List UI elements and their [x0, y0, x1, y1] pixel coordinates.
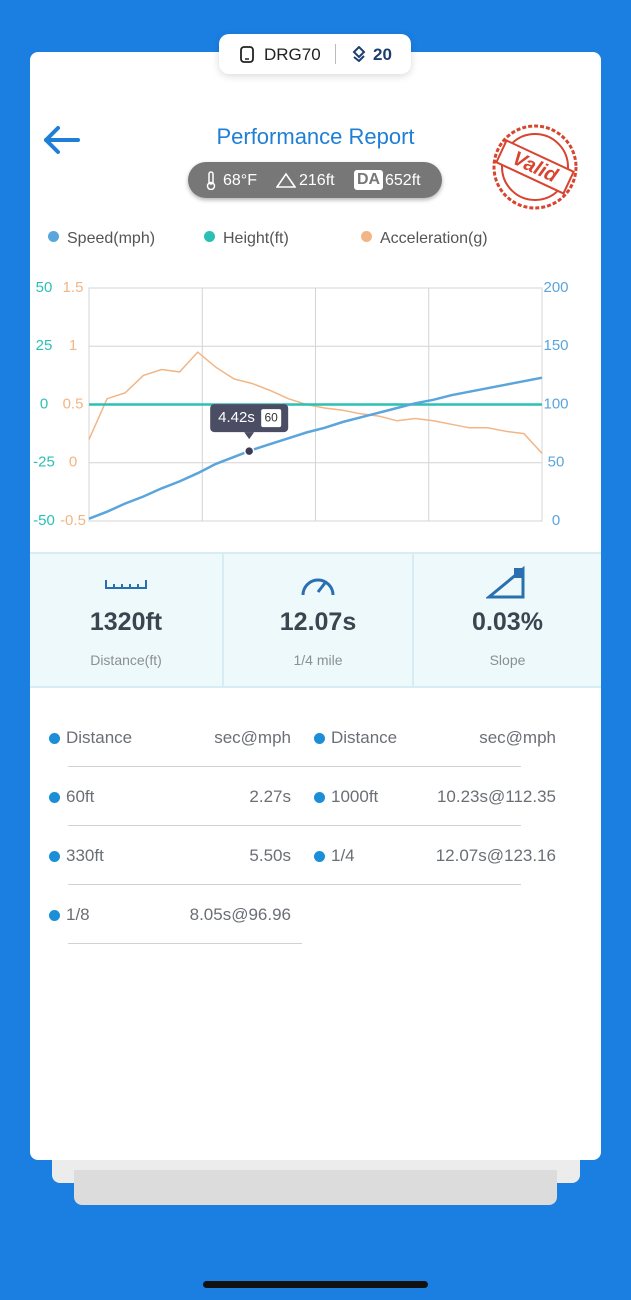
- y-tick-label: 0.5: [63, 395, 84, 412]
- cell-label: 1000ft: [331, 787, 379, 806]
- stat-label: 1/4 mile: [293, 652, 343, 668]
- altitude-icon: [276, 172, 296, 188]
- divider: [335, 44, 336, 64]
- y-tick-label: -0.5: [60, 512, 86, 529]
- tooltip: 4.42s 60: [210, 404, 289, 440]
- cell-label: 1/8: [66, 905, 90, 924]
- cell-value: 5.50s: [249, 846, 291, 865]
- row-divider: [68, 766, 302, 767]
- device-name: DRG70: [264, 45, 321, 64]
- row-divider: [302, 825, 521, 826]
- da-badge: DA: [354, 170, 384, 190]
- density-altitude: 652ft: [385, 172, 421, 189]
- row-dot: [314, 851, 325, 862]
- y-tick-label: 1: [69, 337, 77, 354]
- row-divider: [68, 825, 302, 826]
- tooltip-time: 4.42s: [218, 409, 255, 426]
- marker-point: [243, 445, 255, 457]
- y-tick-label: 50: [548, 454, 565, 471]
- cell-value: 12.07s@123.16: [435, 846, 556, 865]
- series-line: [88, 376, 543, 520]
- row-dot: [314, 792, 325, 803]
- series-line: [88, 351, 543, 454]
- y-tick-label: 0: [69, 454, 77, 471]
- gauge-icon: [301, 578, 335, 596]
- row-dot: [314, 733, 325, 744]
- ruler-icon: [105, 580, 147, 589]
- row-divider: [68, 884, 302, 885]
- stat-cell: 12.07s 1/4 mile: [224, 554, 414, 686]
- stat-cell: 0.03% Slope: [414, 554, 601, 686]
- tooltip-speed: 60: [265, 410, 279, 424]
- y-tick-label: -50: [33, 512, 55, 529]
- row-dot: [49, 733, 60, 744]
- y-tick-label: 150: [543, 337, 568, 354]
- device-pill[interactable]: DRG70 20: [219, 34, 411, 74]
- legend-label: Speed(mph): [67, 230, 156, 247]
- cell-label: 1/4: [331, 846, 355, 865]
- y-tick-label: -25: [33, 454, 55, 471]
- temperature: 68°F: [223, 172, 257, 189]
- row-dot: [49, 851, 60, 862]
- stat-value: 1320ft: [89, 608, 163, 636]
- legend-swatch: [204, 231, 215, 242]
- row-dot: [49, 910, 60, 921]
- legend-swatch: [361, 231, 372, 242]
- stats-panel: 1320ft Distance(ft) 12.07s 1/4 mile 0.03…: [30, 552, 601, 688]
- row-divider: [68, 943, 302, 944]
- y-tick-label: 0: [552, 512, 560, 529]
- y-tick-label: 0: [40, 395, 48, 412]
- cell-value: 10.23s@112.35: [436, 787, 556, 806]
- cell-label: 330ft: [66, 846, 104, 865]
- legend-item[interactable]: Acceleration(g): [361, 230, 488, 248]
- y-tick-label: 100: [543, 395, 568, 412]
- back-button[interactable]: [42, 124, 84, 156]
- y-tick-label: 25: [36, 337, 53, 354]
- stat-cell: 1320ft Distance(ft): [30, 554, 224, 686]
- satellite-icon: [352, 46, 366, 62]
- conditions-pill: 68°F 216ft DA 652ft: [188, 162, 442, 198]
- y-tick-label: 50: [36, 279, 53, 296]
- row-divider: [302, 766, 521, 767]
- slope-icon: [486, 566, 525, 599]
- cell-value: sec@mph: [479, 728, 556, 747]
- legend-label: Height(ft): [223, 230, 289, 247]
- device-icon: [240, 46, 254, 63]
- satellite-count: 20: [373, 45, 392, 64]
- tooltip-pointer: [244, 432, 255, 440]
- row-divider: [302, 884, 521, 885]
- valid-stamp: Valid: [492, 124, 578, 210]
- legend-item[interactable]: Speed(mph): [48, 230, 155, 248]
- stat-value: 0.03%: [472, 608, 543, 636]
- stat-label: Slope: [489, 652, 526, 668]
- stat-label: Distance(ft): [90, 652, 162, 668]
- cell-value: 2.27s: [249, 787, 291, 806]
- legend-item[interactable]: Height(ft): [204, 230, 289, 248]
- cell-label: Distance: [66, 728, 133, 747]
- legend-swatch: [48, 231, 59, 242]
- cell-label: 60ft: [66, 787, 95, 806]
- altitude: 216ft: [299, 172, 335, 189]
- cell-value: sec@mph: [214, 728, 291, 747]
- chart: 50 25 0 -25 -50 1.5 1 0.5 0 -0.5 200 150 100 50 0 4.42s…: [33, 279, 568, 529]
- stat-value: 12.07s: [279, 608, 357, 636]
- y-tick-label: 1.5: [63, 279, 84, 296]
- cell-value: 8.05s@96.96: [189, 905, 291, 924]
- home-indicator: [203, 1281, 428, 1288]
- tooltip-badge: [261, 409, 282, 428]
- row-dot: [49, 792, 60, 803]
- legend-label: Acceleration(g): [380, 230, 488, 247]
- cell-label: Distance: [331, 728, 398, 747]
- thermometer-icon: [206, 171, 216, 190]
- stack-shadow: [74, 1170, 557, 1205]
- y-tick-label: 200: [543, 279, 568, 296]
- page-title: Performance Report: [216, 124, 415, 149]
